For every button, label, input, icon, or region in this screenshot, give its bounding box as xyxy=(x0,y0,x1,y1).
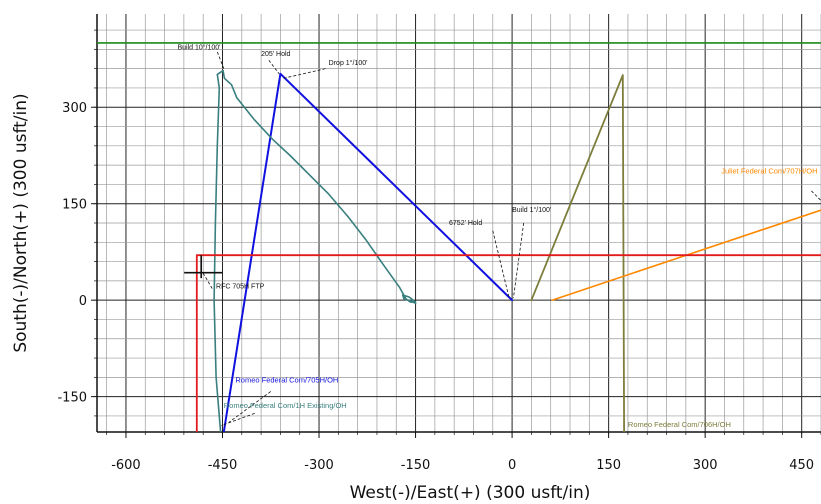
x-tick-label: -150 xyxy=(401,458,431,473)
annotation-label: 205' Hold xyxy=(261,51,290,58)
y-tick-label: 0 xyxy=(79,294,87,309)
x-tick-label: 300 xyxy=(693,458,718,473)
y-tick-label: 150 xyxy=(62,198,87,213)
annotation-label: 6752' Hold xyxy=(449,220,482,227)
x-tick-label: 0 xyxy=(508,458,516,473)
y-tick-label: 300 xyxy=(62,101,87,116)
well-label: Juliet Federal Com/707H/OH xyxy=(721,166,817,175)
x-tick-label: 150 xyxy=(596,458,621,473)
well-label: Romeo Federal Com/1H Existing/OH xyxy=(224,401,347,410)
annotation-label: Drop 1°/100' xyxy=(329,59,368,67)
x-tick-label: 450 xyxy=(789,458,814,473)
x-axis-title: West(-)/East(+) (300 usft/in) xyxy=(350,483,591,503)
annotation-label: Build 10°/100' xyxy=(177,43,220,51)
x-tick-label: -600 xyxy=(111,458,141,473)
annotation-label: RFC 705H FTP xyxy=(216,284,265,291)
well-label: Romeo Federal Com/705H/OH xyxy=(235,375,338,384)
x-tick-label: -300 xyxy=(304,458,334,473)
y-axis-title: South(-)/North(+) (300 usft/in) xyxy=(11,93,31,352)
annotation-label: Build 1°/100' xyxy=(512,206,551,214)
y-tick-label: -150 xyxy=(57,391,87,406)
well-label: Romeo Federal Com/706H/OH xyxy=(628,420,731,429)
x-tick-label: -450 xyxy=(208,458,238,473)
